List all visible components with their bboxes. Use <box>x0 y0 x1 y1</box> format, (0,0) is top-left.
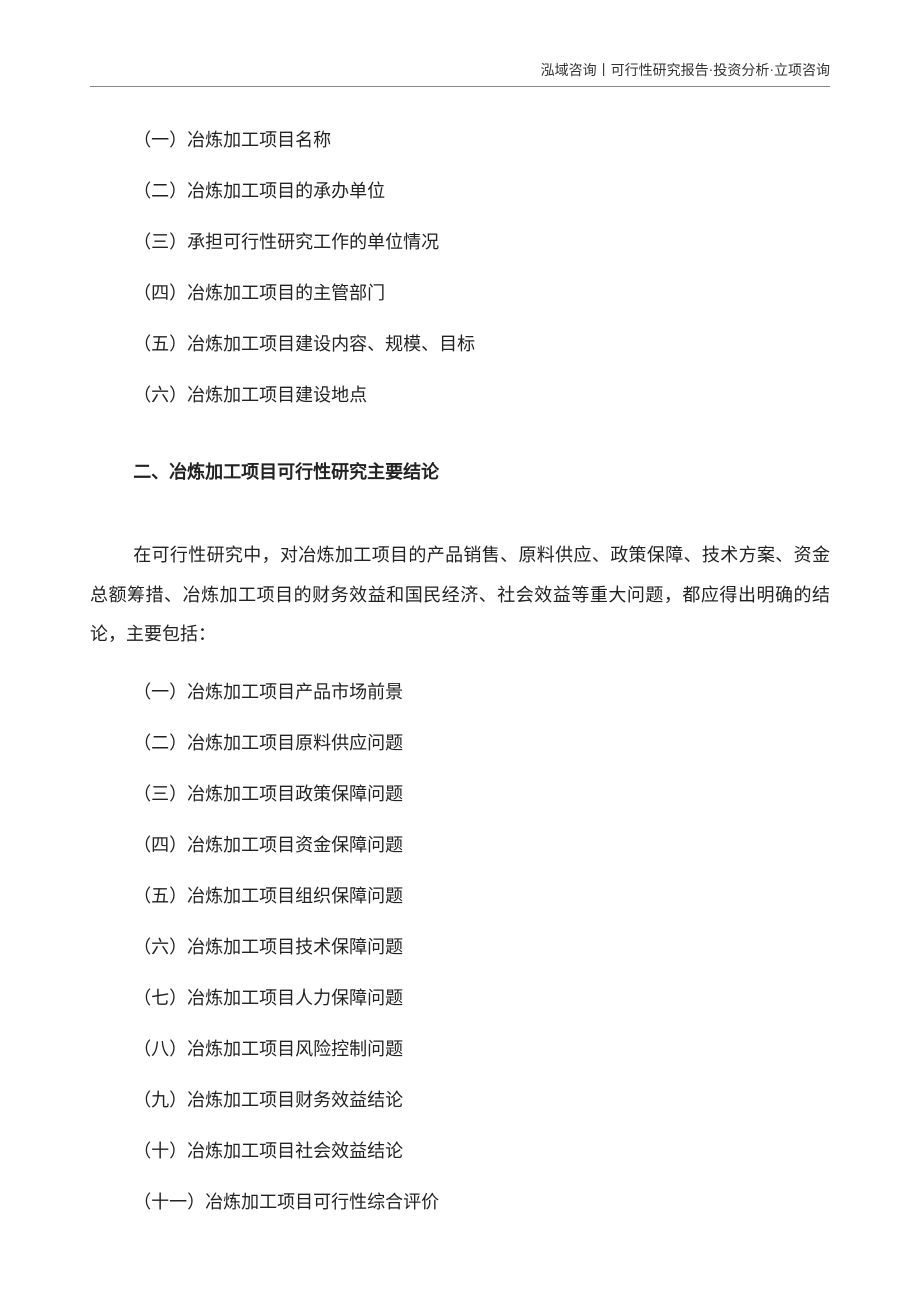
section2-item: （二）冶炼加工项目原料供应问题 <box>90 730 830 757</box>
section1-item: （四）冶炼加工项目的主管部门 <box>90 280 830 307</box>
section2-item: （五）冶炼加工项目组织保障问题 <box>90 883 830 910</box>
section1-item: （六）冶炼加工项目建设地点 <box>90 382 830 409</box>
section1-item: （三）承担可行性研究工作的单位情况 <box>90 229 830 256</box>
section2-item: （四）冶炼加工项目资金保障问题 <box>90 832 830 859</box>
section2-paragraph: 在可行性研究中，对冶炼加工项目的产品销售、原料供应、政策保障、技术方案、资金总额… <box>90 536 830 655</box>
section2-item: （九）冶炼加工项目财务效益结论 <box>90 1087 830 1114</box>
section2-item: （十）冶炼加工项目社会效益结论 <box>90 1138 830 1165</box>
section2-item: （六）冶炼加工项目技术保障问题 <box>90 934 830 961</box>
header-text: 泓域咨询丨可行性研究报告·投资分析·立项咨询 <box>541 64 830 79</box>
section1-item: （五）冶炼加工项目建设内容、规模、目标 <box>90 331 830 358</box>
section2-heading: 二、冶炼加工项目可行性研究主要结论 <box>90 459 830 486</box>
section2-item: （十一）冶炼加工项目可行性综合评价 <box>90 1189 830 1216</box>
section1-item: （二）冶炼加工项目的承办单位 <box>90 178 830 205</box>
section2-item: （七）冶炼加工项目人力保障问题 <box>90 985 830 1012</box>
section2-item: （一）冶炼加工项目产品市场前景 <box>90 679 830 706</box>
section2-item: （八）冶炼加工项目风险控制问题 <box>90 1036 830 1063</box>
page-content: 泓域咨询丨可行性研究报告·投资分析·立项咨询 （一）冶炼加工项目名称 （二）冶炼… <box>0 0 920 1280</box>
page-header: 泓域咨询丨可行性研究报告·投资分析·立项咨询 <box>90 60 830 87</box>
section1-item: （一）冶炼加工项目名称 <box>90 127 830 154</box>
section2-item: （三）冶炼加工项目政策保障问题 <box>90 781 830 808</box>
